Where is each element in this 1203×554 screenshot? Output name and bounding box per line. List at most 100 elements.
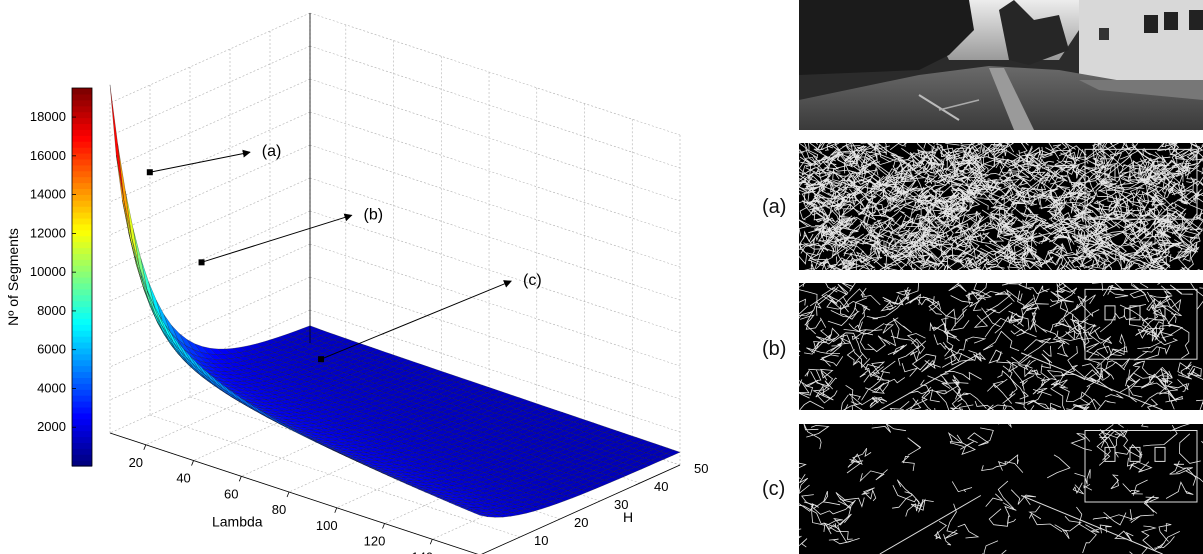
segment-edge [810, 217, 836, 232]
segment-edge [1055, 283, 1076, 295]
segment-edge [1002, 211, 1018, 228]
segment-edge [944, 208, 966, 218]
colorbar-swatch [72, 111, 92, 119]
segment-edge [1033, 179, 1066, 199]
segment-edge [942, 191, 957, 213]
segment-edge [898, 283, 920, 304]
segment-edge [947, 431, 964, 447]
segment-edge [997, 370, 1026, 397]
segment-edge [973, 308, 997, 328]
segment-edge [1032, 369, 1046, 395]
segment-edge [799, 234, 829, 252]
segment-edge [997, 480, 1014, 509]
segment-edge [1165, 168, 1183, 179]
segment-edge [826, 333, 845, 354]
segment-edge [1065, 330, 1075, 341]
segment-edge [1065, 218, 1080, 231]
segment-edge [924, 157, 942, 176]
segment-edge [916, 162, 942, 174]
segment-edge [1103, 209, 1136, 228]
segment-edge [882, 244, 908, 256]
segment-edge [877, 240, 898, 255]
segment-edge [846, 187, 862, 198]
grid-line [109, 45, 311, 137]
segment-edge [1030, 219, 1076, 239]
segment-edge [1039, 147, 1056, 166]
segment-edge [1041, 328, 1066, 345]
segment-edge [847, 453, 864, 468]
segment-edge [965, 177, 1000, 196]
segment-edge [1015, 400, 1057, 410]
segment-edge [1099, 524, 1112, 534]
segment-edge [957, 180, 989, 202]
segment-edge [1059, 385, 1091, 403]
segment-edge [1012, 354, 1032, 391]
segment-edge [858, 321, 883, 332]
segment-edge [851, 143, 860, 155]
colorbar-swatch [72, 259, 92, 266]
segment-edge [866, 315, 886, 320]
segment-edge [935, 143, 943, 147]
segment-edge [1176, 165, 1200, 177]
segment-edge [1047, 249, 1062, 266]
segment-edge [944, 350, 978, 362]
segment-edge [848, 393, 888, 409]
segment-edge [799, 538, 808, 548]
segment-edge [799, 226, 827, 253]
segment-edge [877, 198, 904, 218]
colorbar-swatch [72, 123, 92, 130]
segment-edge [1167, 313, 1190, 359]
segment-edge [1065, 249, 1078, 257]
segment-edge [984, 143, 1014, 156]
segment-edge [948, 283, 967, 292]
segment-edge [858, 210, 869, 218]
segment-edge [1048, 205, 1068, 225]
segment-edge [1196, 209, 1203, 220]
segment-edge [863, 143, 890, 151]
segment-edge [803, 501, 826, 532]
segment-edge [846, 171, 875, 204]
segment-edge [1190, 143, 1203, 160]
segment-edge [944, 503, 959, 540]
segment-edge [1048, 195, 1068, 212]
segment-edge [1138, 206, 1157, 218]
segment-edge [821, 354, 839, 367]
colorbar-swatch [72, 288, 92, 296]
segment-edge [817, 390, 838, 404]
colorbar: 2000 4000 6000 8000 10000 12000 14000 16000 1800… [5, 87, 93, 467]
segment-edge [1141, 153, 1155, 166]
x-axis-line [109, 432, 479, 554]
segment-edge [830, 180, 873, 202]
segment-edge [910, 177, 924, 182]
segment-edge [887, 191, 905, 210]
segment-edge [1142, 344, 1171, 355]
x-tick [191, 460, 194, 466]
colorbar-swatch [72, 277, 92, 284]
segment-edge [1127, 165, 1148, 181]
segment-edge [1133, 242, 1165, 263]
grid-line [309, 309, 681, 433]
colorbar-swatch [72, 318, 92, 325]
segment-edge [841, 287, 867, 310]
colorbar-swatch [72, 99, 92, 107]
segment-edge [995, 158, 1023, 169]
segment-edge [833, 221, 848, 257]
segment-edge [1070, 318, 1090, 346]
segment-edge [837, 254, 866, 269]
segment-edge [1052, 222, 1079, 251]
segment-edge [867, 194, 878, 202]
segment-edge [1188, 365, 1203, 381]
segment-edge [1099, 143, 1113, 152]
segment-edge [1127, 366, 1141, 383]
colorbar-swatch [72, 365, 92, 373]
segment-edge [1189, 227, 1201, 231]
segment-edge [1130, 221, 1150, 236]
segment-edge [1072, 175, 1097, 201]
segment-edge [861, 294, 881, 306]
segment-edge [1165, 295, 1182, 312]
segment-edge [884, 247, 934, 258]
segment-edge [1093, 254, 1107, 267]
colorbar-swatch [72, 93, 92, 101]
segment-edge [859, 332, 874, 350]
segment-edge [848, 322, 885, 335]
